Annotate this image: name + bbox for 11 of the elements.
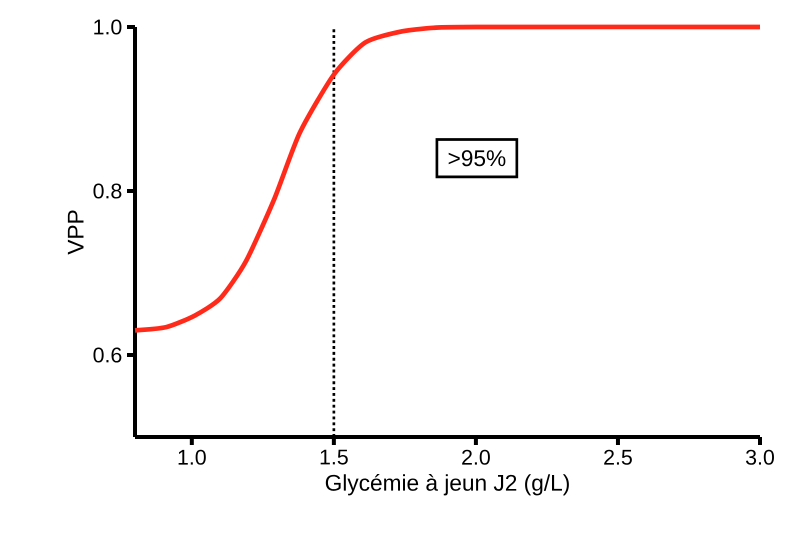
x-tick-label: 1.5 <box>320 450 348 465</box>
x-tick-label: 2.5 <box>604 450 632 465</box>
y-tick-label: 1.0 <box>94 19 122 35</box>
y-tick-label: 0.6 <box>93 347 122 363</box>
annotation: >95% <box>448 150 506 166</box>
x-tick-label: 1.0 <box>178 450 206 465</box>
x-axis-title: Glycémie à jeun J2 (g/L) <box>326 474 569 496</box>
y-axis-title: VPP <box>68 210 84 255</box>
x-tick-label: 3.0 <box>746 450 774 465</box>
x-tick-label: 2.0 <box>462 450 490 465</box>
y-tick-label: 0.8 <box>93 183 122 199</box>
